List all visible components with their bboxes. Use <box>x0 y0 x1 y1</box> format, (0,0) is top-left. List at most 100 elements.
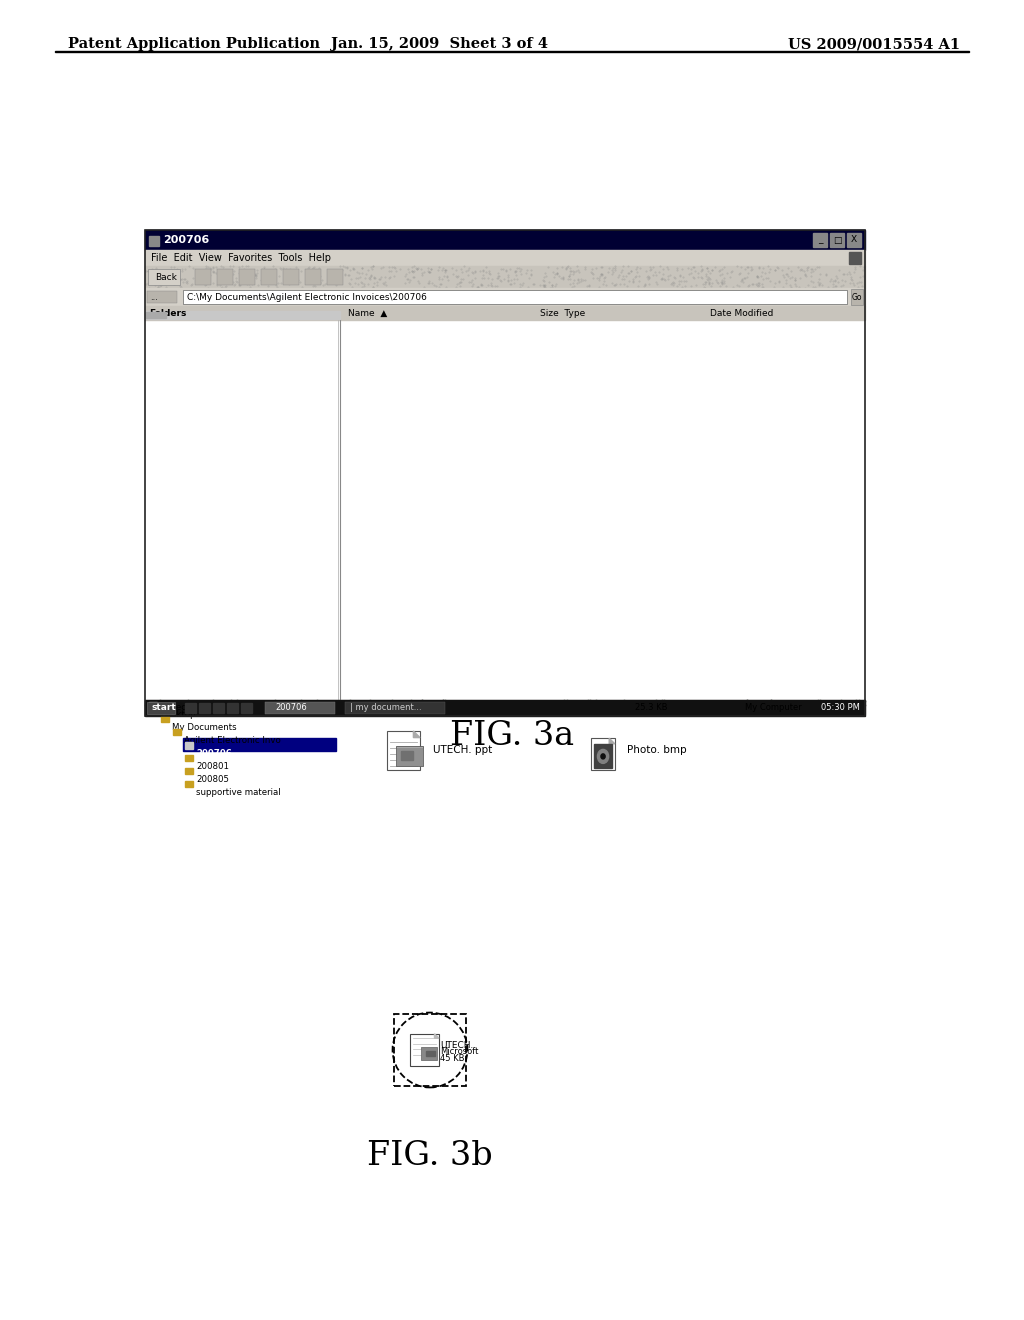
Point <box>526 273 543 294</box>
Point <box>410 690 426 711</box>
Point <box>588 697 604 718</box>
Point <box>518 694 535 715</box>
Point <box>336 697 352 718</box>
Point <box>755 269 771 290</box>
Point <box>140 277 157 298</box>
Point <box>849 272 865 293</box>
Point <box>804 690 820 711</box>
Point <box>406 700 422 721</box>
Point <box>850 704 866 725</box>
Point <box>855 693 871 714</box>
Point <box>260 265 276 286</box>
Point <box>183 700 200 721</box>
Point <box>472 694 488 715</box>
Point <box>736 268 753 289</box>
Point <box>807 259 823 280</box>
Point <box>223 689 240 710</box>
Point <box>615 700 632 721</box>
Point <box>732 256 749 277</box>
Point <box>169 269 185 290</box>
Point <box>786 692 803 713</box>
Point <box>821 696 838 717</box>
Point <box>698 271 715 292</box>
Point <box>682 700 698 721</box>
Point <box>436 694 453 715</box>
Point <box>854 276 870 297</box>
Point <box>247 264 263 285</box>
Point <box>406 260 422 281</box>
Point <box>180 701 197 722</box>
Point <box>506 269 522 290</box>
Point <box>660 692 677 713</box>
Point <box>803 261 819 282</box>
Point <box>454 690 470 711</box>
Point <box>432 700 449 721</box>
Point <box>390 696 407 717</box>
Point <box>332 256 348 277</box>
Point <box>551 694 567 715</box>
Point <box>637 273 653 294</box>
Point <box>730 690 746 711</box>
Point <box>230 256 247 277</box>
Text: 45 KB: 45 KB <box>440 1053 465 1063</box>
Point <box>500 269 516 290</box>
Point <box>662 693 678 714</box>
Point <box>300 692 316 713</box>
Point <box>269 701 286 722</box>
Point <box>451 265 467 286</box>
Point <box>687 693 703 714</box>
Point <box>538 265 554 286</box>
Point <box>424 272 440 293</box>
Point <box>387 260 403 281</box>
Point <box>694 260 711 281</box>
Point <box>249 697 265 718</box>
Point <box>292 697 308 718</box>
Point <box>167 694 183 715</box>
Point <box>431 702 447 723</box>
Point <box>749 690 765 711</box>
Point <box>826 697 843 718</box>
Point <box>267 259 284 280</box>
Point <box>693 259 710 280</box>
Bar <box>305 269 321 285</box>
Point <box>226 260 243 281</box>
Point <box>228 271 245 292</box>
Point <box>793 259 809 280</box>
Point <box>453 268 469 289</box>
Point <box>447 260 464 281</box>
Point <box>648 698 665 719</box>
Point <box>221 702 238 723</box>
Point <box>243 692 259 713</box>
Point <box>606 275 623 296</box>
Point <box>578 269 594 290</box>
Point <box>844 269 860 290</box>
Point <box>161 692 177 713</box>
Point <box>569 698 586 719</box>
Point <box>342 690 358 711</box>
Point <box>349 261 366 282</box>
Point <box>655 268 672 289</box>
Point <box>585 263 601 284</box>
Point <box>499 696 515 717</box>
Point <box>736 697 753 718</box>
Point <box>710 272 726 293</box>
Point <box>344 693 360 714</box>
Bar <box>283 269 299 285</box>
Point <box>172 276 188 297</box>
Point <box>580 698 596 719</box>
Point <box>430 693 446 714</box>
Point <box>438 260 455 281</box>
Point <box>786 269 803 290</box>
Point <box>381 692 397 713</box>
Point <box>328 698 344 719</box>
Point <box>807 690 823 711</box>
Point <box>493 697 509 718</box>
Point <box>368 704 384 725</box>
Point <box>239 273 255 294</box>
Point <box>676 693 692 714</box>
Point <box>341 697 357 718</box>
Point <box>392 701 409 722</box>
Point <box>335 694 351 715</box>
Point <box>573 697 590 718</box>
Point <box>583 261 599 282</box>
